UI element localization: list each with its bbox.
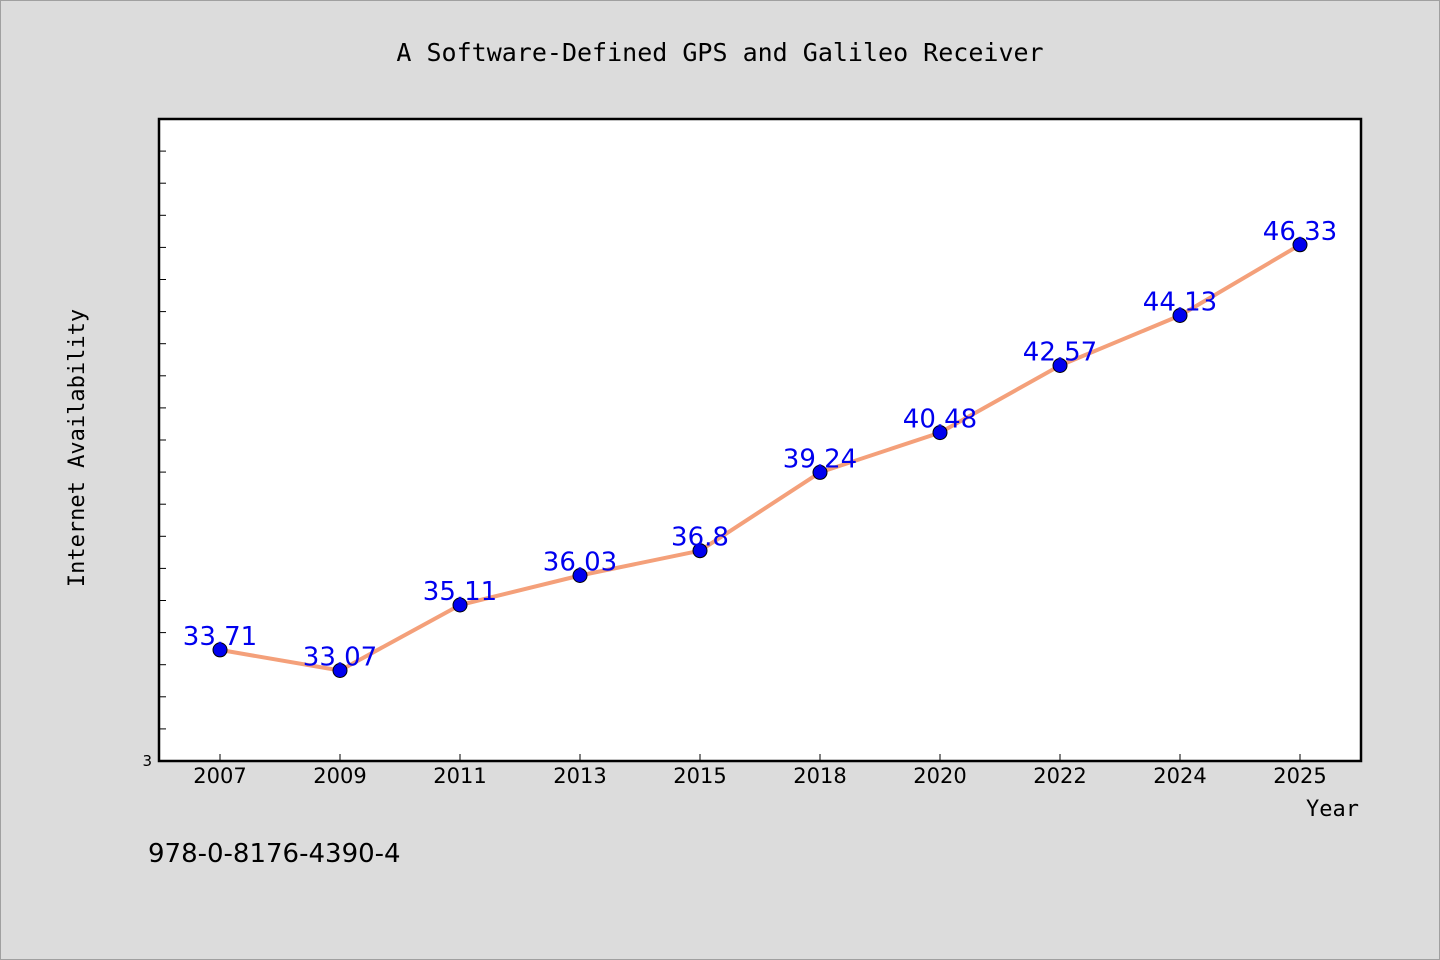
plot-area bbox=[157, 117, 1363, 763]
y-axis-label: Internet Availability bbox=[65, 309, 90, 587]
x-axis-ticks: 2007 2009 2011 2013 2015 2018 2020 2022 2024 2025 bbox=[193, 754, 1327, 788]
x-tick-label: 2015 bbox=[673, 764, 726, 788]
x-tick-label: 2018 bbox=[793, 764, 846, 788]
data-label: 42.57 bbox=[1023, 338, 1097, 368]
footer-id-text: 978-0-8176-4390-4 bbox=[148, 839, 401, 869]
x-axis-label: Year bbox=[1306, 797, 1359, 822]
data-points bbox=[212, 237, 1308, 678]
x-tick-label: 2013 bbox=[553, 764, 606, 788]
x-tick-label: 2007 bbox=[193, 764, 246, 788]
data-label: 44.13 bbox=[1143, 288, 1217, 318]
data-point bbox=[1172, 308, 1188, 323]
x-tick-label: 2022 bbox=[1033, 764, 1086, 788]
data-point bbox=[212, 642, 228, 658]
data-point bbox=[1052, 358, 1068, 373]
data-label: 36.03 bbox=[543, 548, 617, 578]
data-labels: 33.71 33.07 35.11 36.03 36.8 39.24 40.48 42.57 4… bbox=[183, 217, 1337, 673]
chart-title: A Software-Defined GPS and Galileo Recei… bbox=[396, 38, 1043, 67]
data-point bbox=[452, 597, 468, 613]
data-point bbox=[812, 464, 828, 480]
x-tick-label: 2024 bbox=[1153, 764, 1206, 788]
data-label: 40.48 bbox=[903, 405, 977, 435]
y-axis-ticks bbox=[159, 150, 166, 730]
data-label: 46.33 bbox=[1263, 217, 1337, 247]
data-point bbox=[1292, 237, 1308, 253]
x-tick-label: 2011 bbox=[433, 764, 486, 788]
data-label: 39.24 bbox=[783, 444, 857, 474]
data-label: 36.8 bbox=[671, 523, 729, 553]
data-point bbox=[932, 425, 948, 441]
x-tick-label: 2020 bbox=[913, 764, 966, 788]
x-tick-label: 2009 bbox=[313, 764, 366, 788]
data-point bbox=[692, 543, 708, 559]
data-label: 33.07 bbox=[303, 643, 377, 673]
data-point bbox=[572, 568, 588, 583]
series-line bbox=[218, 242, 1302, 673]
y-tick-label: 3 bbox=[142, 752, 152, 770]
data-label: 33.71 bbox=[183, 622, 257, 652]
data-point bbox=[332, 663, 348, 678]
x-tick-label: 2025 bbox=[1273, 764, 1326, 788]
data-label: 35.11 bbox=[423, 577, 497, 607]
